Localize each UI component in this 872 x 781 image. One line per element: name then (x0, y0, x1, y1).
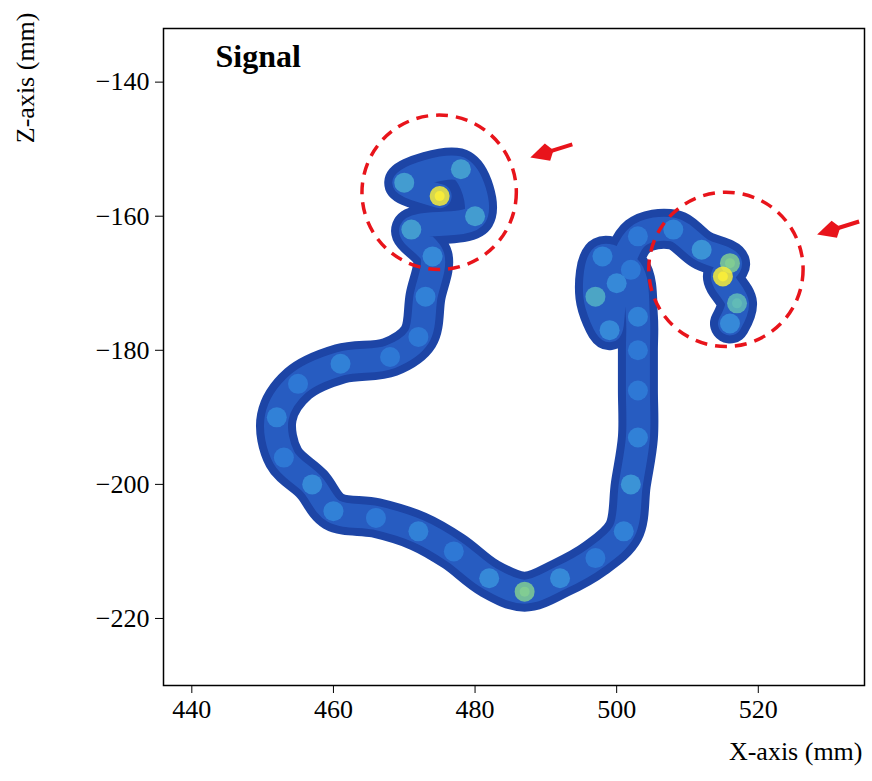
svg-text:Signal: Signal (216, 38, 301, 74)
svg-text:−200: −200 (96, 470, 150, 499)
svg-text:520: 520 (739, 695, 778, 724)
svg-text:480: 480 (456, 695, 495, 724)
svg-text:−160: −160 (96, 202, 150, 231)
svg-text:460: 460 (314, 695, 353, 724)
svg-text:−140: −140 (96, 67, 150, 96)
svg-text:Z-axis (mm): Z-axis (mm) (11, 13, 40, 144)
svg-text:440: 440 (172, 695, 211, 724)
svg-text:X-axis (mm): X-axis (mm) (729, 737, 863, 766)
svg-text:−180: −180 (96, 336, 150, 365)
svg-text:−220: −220 (96, 604, 150, 633)
svg-text:500: 500 (597, 695, 636, 724)
